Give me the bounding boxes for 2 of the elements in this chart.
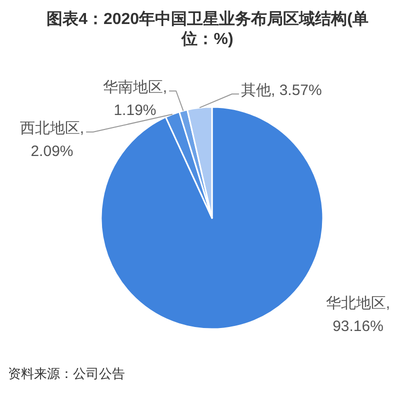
title: 图表4：2020年中国卫星业务布局区域结构(单位：%)	[46, 10, 370, 50]
annotation: 资料来源：公司公告	[8, 366, 125, 382]
